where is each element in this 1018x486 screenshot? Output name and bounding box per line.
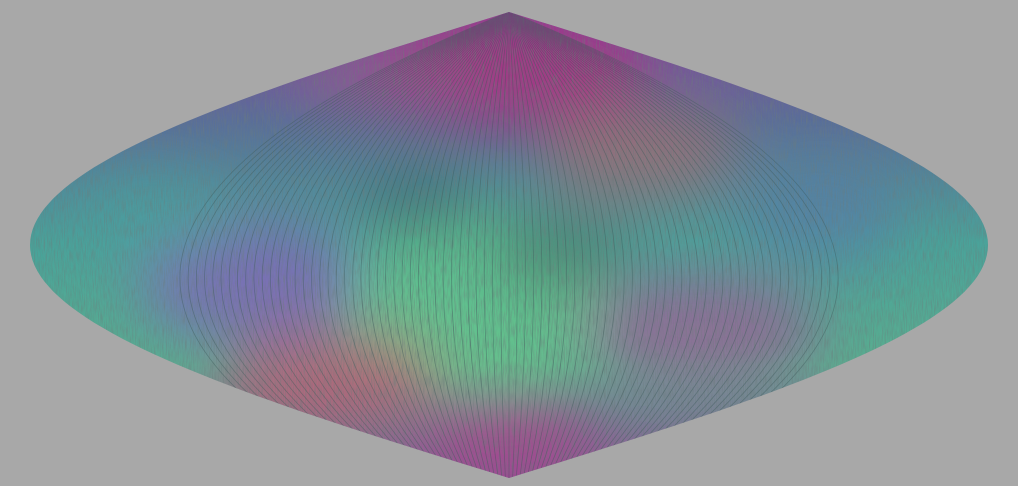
track-line — [459, 12, 510, 478]
track-line — [508, 12, 633, 478]
track-line — [442, 12, 510, 478]
track-line — [508, 12, 674, 478]
track-line — [508, 12, 740, 478]
track-line — [508, 12, 765, 478]
track-line — [426, 12, 510, 478]
track-line — [245, 12, 510, 478]
track-line — [467, 12, 510, 478]
track-line — [475, 12, 510, 478]
track-line — [508, 12, 518, 478]
track-line — [508, 12, 773, 478]
track-line — [508, 12, 658, 478]
track-line — [508, 12, 543, 478]
track-line — [508, 12, 609, 478]
track-line — [385, 12, 510, 478]
track-line — [508, 12, 559, 478]
track-line — [508, 12, 584, 478]
track-line — [237, 12, 510, 478]
track-line — [483, 12, 510, 478]
track-line — [360, 12, 510, 478]
track-line — [508, 12, 781, 478]
track-line — [278, 12, 510, 478]
track-line — [286, 12, 510, 478]
track-line — [508, 12, 683, 478]
track-line — [261, 12, 510, 478]
track-line — [335, 12, 510, 478]
track-line — [508, 12, 749, 478]
track-line — [508, 12, 715, 478]
track-line — [344, 12, 510, 478]
track-line — [269, 12, 510, 478]
track-line — [508, 12, 625, 478]
track-line — [319, 12, 510, 478]
track-line — [508, 12, 592, 478]
track-lines — [179, 12, 839, 478]
track-line — [434, 12, 510, 478]
track-line — [393, 12, 510, 478]
track-line — [401, 12, 510, 478]
track-line — [508, 12, 650, 478]
track-line — [508, 12, 600, 478]
track-line — [508, 12, 732, 478]
track-line — [508, 12, 757, 478]
track-line — [368, 12, 510, 478]
track-line — [327, 12, 510, 478]
track-line — [508, 12, 707, 478]
track-line — [508, 12, 617, 478]
track-line — [508, 12, 666, 478]
track-line — [508, 12, 526, 478]
track-line — [492, 12, 510, 478]
track-line — [303, 12, 510, 478]
track-line — [500, 12, 510, 478]
track-line — [311, 12, 510, 478]
track-line — [508, 12, 576, 478]
track-line — [418, 12, 510, 478]
track-line — [508, 12, 699, 478]
track-line — [352, 12, 510, 478]
track-line — [508, 12, 691, 478]
track-line — [409, 12, 510, 478]
track-line — [294, 12, 510, 478]
track-line — [253, 12, 510, 478]
track-line — [377, 12, 510, 478]
track-line — [508, 12, 724, 478]
track-line — [451, 12, 510, 478]
track-line — [508, 12, 567, 478]
track-line — [508, 12, 551, 478]
track-line — [508, 12, 535, 478]
track-line — [508, 12, 641, 478]
